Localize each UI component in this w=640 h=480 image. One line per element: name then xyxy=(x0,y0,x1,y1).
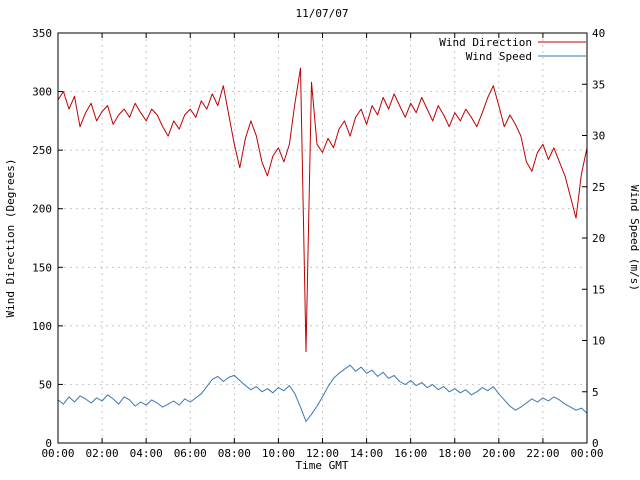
svg-text:0: 0 xyxy=(592,437,599,450)
svg-text:02:00: 02:00 xyxy=(86,447,119,460)
svg-text:00:00: 00:00 xyxy=(41,447,74,460)
svg-text:250: 250 xyxy=(32,144,52,157)
svg-text:300: 300 xyxy=(32,86,52,99)
legend-label-wind-direction: Wind Direction xyxy=(439,36,532,49)
svg-text:25: 25 xyxy=(592,181,605,194)
svg-text:22:00: 22:00 xyxy=(526,447,559,460)
legend-item-wind-speed: Wind Speed xyxy=(466,50,586,63)
svg-text:40: 40 xyxy=(592,27,605,40)
plot-border xyxy=(57,32,588,444)
legend: Wind Direction Wind Speed xyxy=(439,36,586,63)
axes: 00:00 02:00 04:00 06:00 08:00 10:00 12:00 14:00… xyxy=(32,27,605,460)
svg-text:10: 10 xyxy=(592,335,605,348)
svg-text:150: 150 xyxy=(32,261,52,274)
grid-lines xyxy=(58,33,587,443)
svg-text:100: 100 xyxy=(32,320,52,333)
svg-text:20: 20 xyxy=(592,232,605,245)
svg-text:00:00: 00:00 xyxy=(570,447,603,460)
svg-text:06:00: 06:00 xyxy=(174,447,207,460)
svg-text:0: 0 xyxy=(45,437,52,450)
series-lines xyxy=(57,67,588,422)
svg-text:08:00: 08:00 xyxy=(218,447,251,460)
left-y-axis-label: Wind Direction (Degrees) xyxy=(4,159,17,318)
svg-text:16:00: 16:00 xyxy=(394,447,427,460)
chart-title: 11/07/07 xyxy=(296,7,349,20)
svg-text:35: 35 xyxy=(592,78,605,91)
svg-text:04:00: 04:00 xyxy=(130,447,163,460)
svg-text:30: 30 xyxy=(592,130,605,143)
x-axis-label: Time GMT xyxy=(296,459,349,472)
svg-text:14:00: 14:00 xyxy=(350,447,383,460)
svg-text:12:00: 12:00 xyxy=(306,447,339,460)
svg-text:50: 50 xyxy=(39,378,52,391)
svg-text:20:00: 20:00 xyxy=(482,447,515,460)
right-y-axis-label: Wind Speed (m/s) xyxy=(628,185,640,291)
svg-text:15: 15 xyxy=(592,283,605,296)
svg-text:350: 350 xyxy=(32,27,52,40)
legend-label-wind-speed: Wind Speed xyxy=(466,50,532,63)
svg-text:18:00: 18:00 xyxy=(438,447,471,460)
svg-text:5: 5 xyxy=(592,386,599,399)
svg-text:200: 200 xyxy=(32,203,52,216)
legend-item-wind-direction: Wind Direction xyxy=(439,36,586,49)
svg-text:10:00: 10:00 xyxy=(262,447,295,460)
